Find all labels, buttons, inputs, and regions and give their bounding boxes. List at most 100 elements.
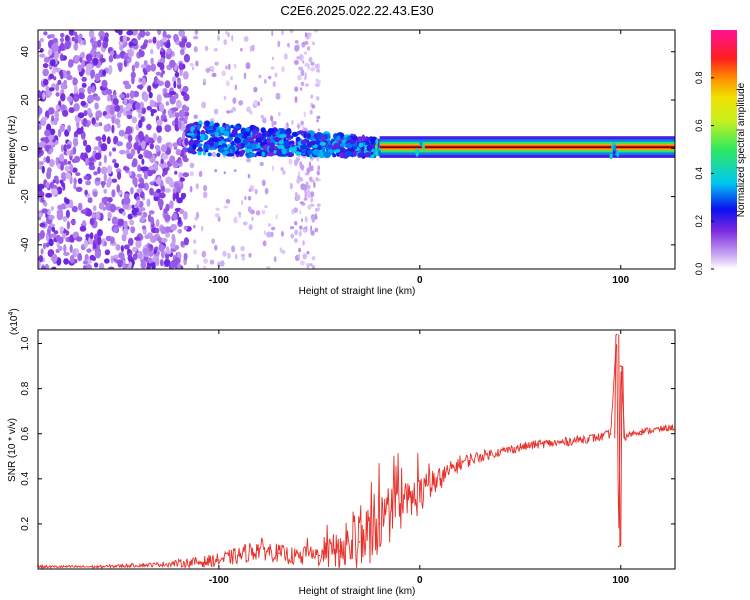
heatmap-cell <box>152 83 159 88</box>
heatmap-cell <box>125 126 133 135</box>
heatmap-cell <box>155 178 161 185</box>
heatmap-x-tick-label: 0 <box>417 275 423 286</box>
heatmap-cell <box>160 144 167 153</box>
scale-exponent: 4 <box>8 312 15 316</box>
heatmap-cell <box>169 200 174 209</box>
heatmap-cell <box>421 144 425 151</box>
heatmap-cell <box>294 229 298 236</box>
heatmap-cell <box>170 241 176 249</box>
heatmap-cell <box>82 139 88 147</box>
heatmap-cell <box>159 62 165 71</box>
heatmap-cell <box>73 155 81 163</box>
heatmap-cell <box>270 143 276 148</box>
heatmap-cell <box>80 131 86 140</box>
heatmap-cell <box>249 152 256 158</box>
heatmap-cell <box>71 167 78 173</box>
heatmap-cell <box>139 216 146 223</box>
heatmap-cell <box>90 37 95 44</box>
heatmap-cell <box>165 176 172 185</box>
heatmap-cell <box>146 105 152 111</box>
heatmap-cell <box>38 261 41 269</box>
heatmap-cell <box>148 210 155 215</box>
heatmap-cell <box>111 124 115 134</box>
heatmap-cell <box>327 134 331 139</box>
heatmap-cell <box>149 187 154 196</box>
heatmap-cell <box>42 116 48 121</box>
line-x-axis-label: Height of straight line (km) <box>299 586 416 597</box>
heatmap-cell <box>173 33 179 42</box>
heatmap-cell <box>377 150 381 157</box>
heatmap-cell <box>194 30 199 35</box>
heatmap-cell <box>43 201 48 207</box>
heatmap-cell <box>304 40 309 45</box>
heatmap-cell <box>271 120 275 128</box>
heatmap-cell <box>200 133 205 141</box>
heatmap-cell <box>126 141 133 150</box>
heatmap-cell <box>375 150 379 157</box>
heatmap-cell <box>73 55 80 63</box>
heatmap-cell <box>293 159 298 167</box>
heatmap-cell <box>220 260 225 267</box>
heatmap-cell <box>222 250 227 257</box>
heatmap-cell <box>146 198 151 207</box>
heatmap-cell <box>274 72 278 78</box>
heatmap-cell <box>613 144 617 151</box>
heatmap-cell <box>119 44 124 52</box>
heatmap-cell <box>99 35 104 41</box>
heatmap-cell <box>183 53 190 63</box>
heatmap-cell <box>118 149 126 155</box>
heatmap-cell <box>266 151 275 157</box>
heatmap-cell <box>79 225 87 232</box>
heatmap-cell <box>47 225 52 230</box>
heatmap-cell <box>58 209 64 218</box>
heatmap-cell <box>48 91 53 96</box>
heatmap-cell <box>134 102 141 110</box>
heatmap-cell <box>315 78 319 82</box>
heatmap-cell <box>317 128 320 132</box>
heatmap-cell <box>316 157 320 162</box>
snr-data-point <box>499 451 502 453</box>
heatmap-cell <box>289 30 294 33</box>
heatmap-cell <box>123 220 128 230</box>
heatmap-cell <box>264 79 267 84</box>
heatmap-cell <box>166 47 172 55</box>
heatmap-cell <box>85 144 92 153</box>
heatmap-cell <box>160 47 164 53</box>
heatmap-cell <box>168 109 172 119</box>
snr-spike <box>614 334 617 439</box>
heatmap-cell <box>144 134 149 143</box>
heatmap-cell <box>294 44 299 52</box>
heatmap-cell <box>304 32 308 38</box>
heatmap-cell <box>137 182 145 189</box>
heatmap-cell <box>174 170 178 175</box>
heatmap-cell <box>238 100 244 106</box>
snr-data-point <box>238 554 240 557</box>
heatmap-cell <box>297 74 302 81</box>
heatmap-cell <box>116 259 124 265</box>
heatmap-cell <box>280 167 284 171</box>
heatmap-cell <box>113 227 118 233</box>
heatmap-cell <box>63 251 70 256</box>
heatmap-cell <box>172 187 177 194</box>
snr-data-point <box>539 443 542 445</box>
colorbar-gradient <box>711 30 737 269</box>
heatmap-cell <box>279 247 283 253</box>
heatmap-cell <box>161 153 169 160</box>
heatmap-cell <box>135 239 142 249</box>
heatmap-cell <box>123 244 130 250</box>
heatmap-cell <box>108 151 112 157</box>
heatmap-cell <box>39 161 44 166</box>
heatmap-cell <box>294 86 299 92</box>
heatmap-cell <box>142 211 148 218</box>
heatmap-cell <box>312 41 315 46</box>
snr-data-point <box>338 550 341 552</box>
heatmap-cell <box>238 215 241 219</box>
heatmap-cell <box>45 233 50 242</box>
heatmap-cell <box>280 230 284 237</box>
heatmap-cell <box>53 175 59 181</box>
heatmap-cell <box>352 150 357 157</box>
heatmap-cell <box>139 30 146 38</box>
heatmap-cell <box>193 35 199 40</box>
heatmap-cell <box>66 70 71 76</box>
heatmap-cell <box>148 250 154 257</box>
